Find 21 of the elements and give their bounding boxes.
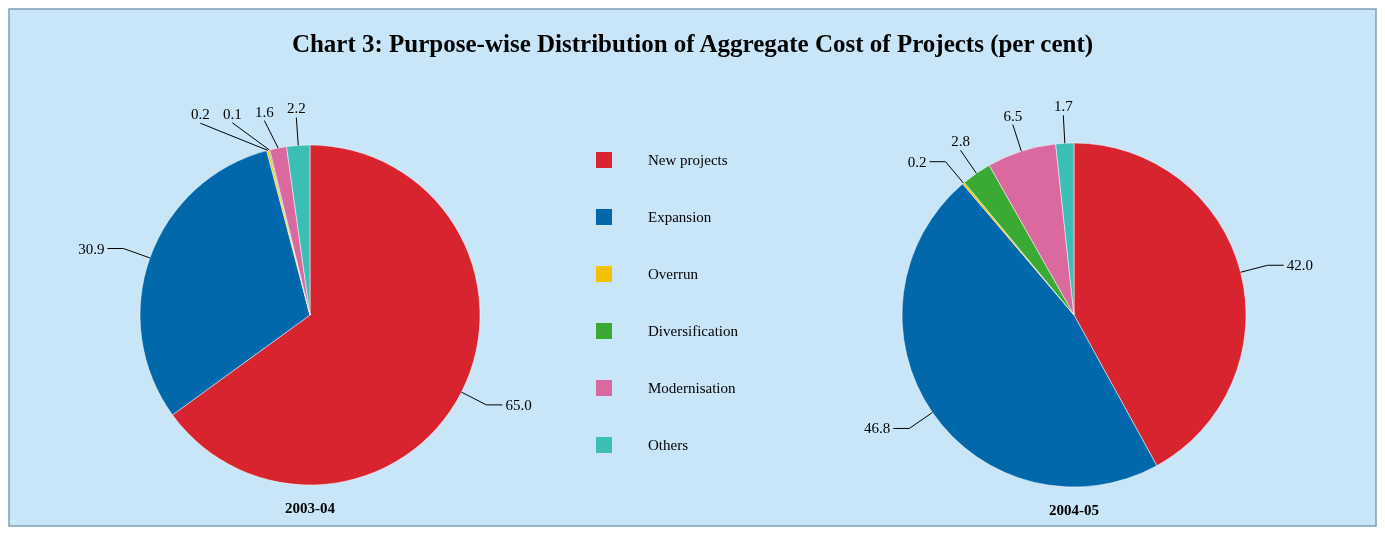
data-label: 2.8 <box>951 133 970 150</box>
legend-label: New projects <box>648 152 728 168</box>
data-label: 46.8 <box>864 420 891 437</box>
data-label: 0.1 <box>222 105 242 122</box>
legend-label: Overrun <box>648 266 699 282</box>
data-label: 42.0 <box>1286 257 1313 274</box>
data-label: 0.2 <box>907 153 927 170</box>
legend-label: Others <box>648 437 689 453</box>
data-label: 30.9 <box>78 240 105 257</box>
data-label: 1.7 <box>1053 98 1074 115</box>
data-label: 6.5 <box>1003 107 1023 124</box>
legend-label: Modernisation <box>648 380 736 396</box>
legend-label: Expansion <box>648 209 712 225</box>
legend-label: Diversification <box>648 323 739 339</box>
data-label: 65.0 <box>505 396 532 413</box>
chart-title: Chart 3: Purpose-wise Distribution of Aggregate Cost of Projects (per cent) <box>291 30 1094 58</box>
data-label: 1.6 <box>254 103 275 120</box>
data-label: 2.2 <box>286 100 306 117</box>
text: 2003-04 <box>285 500 336 516</box>
data-label: 0.2 <box>190 106 210 123</box>
text: 2004-05 <box>1049 502 1099 518</box>
